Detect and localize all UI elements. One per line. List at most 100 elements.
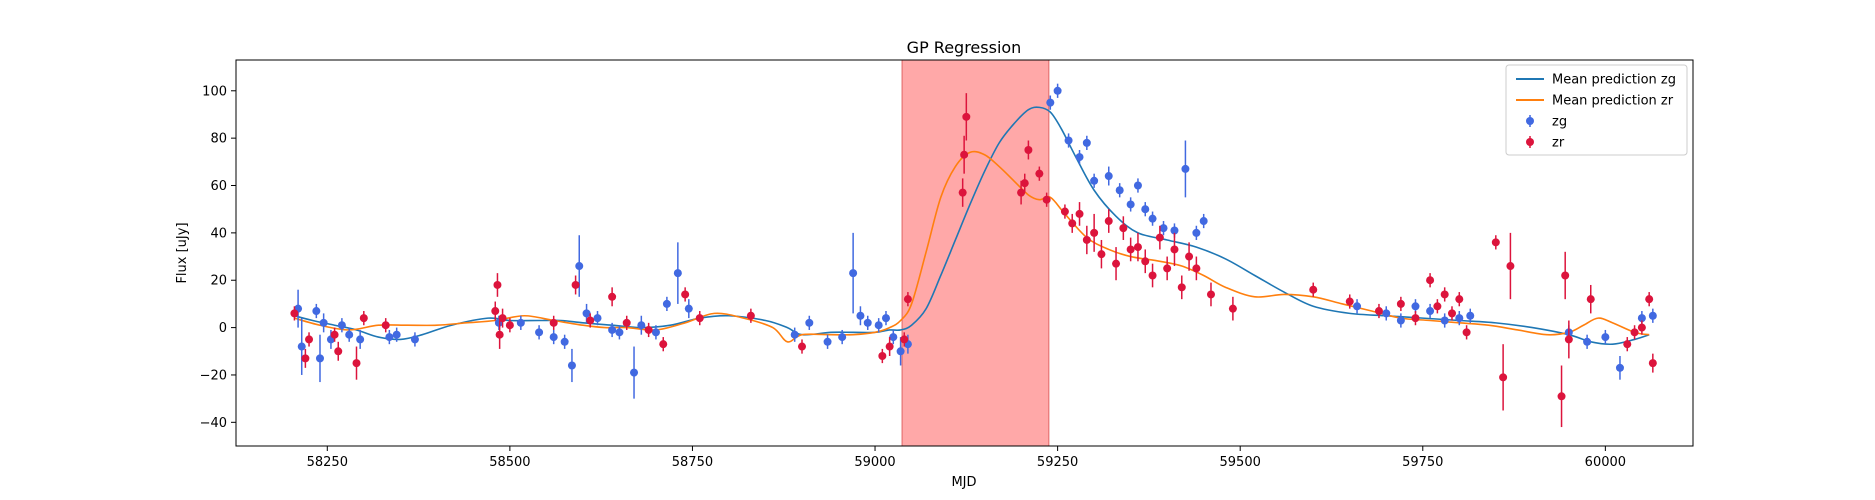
zg-marker — [1053, 86, 1062, 95]
highlight-span — [902, 60, 1049, 446]
zg-marker — [1064, 136, 1073, 145]
zg-point — [535, 325, 544, 340]
zg-marker — [1583, 337, 1592, 346]
zr-marker — [681, 290, 690, 299]
zr-point — [1433, 299, 1442, 314]
zr-marker — [498, 314, 507, 323]
zg-point — [637, 315, 646, 335]
zg-marker — [838, 333, 847, 342]
zg-marker — [1637, 314, 1646, 323]
zg-point — [1426, 303, 1435, 319]
zr-marker — [1090, 228, 1099, 237]
zr-point — [1126, 237, 1135, 262]
zg-point — [1396, 313, 1405, 328]
zr-point — [681, 287, 690, 302]
zg-point — [337, 318, 346, 333]
y-axis-ticks: −40 −20 0 20 40 60 80 100 — [200, 84, 236, 431]
zr-point — [878, 348, 887, 364]
zg-marker — [1104, 172, 1113, 181]
legend-entry-zg-line: Mean prediction zg — [1516, 73, 1676, 88]
highlight-span-layer — [901, 60, 1050, 446]
zg-marker — [535, 328, 544, 337]
zr-marker — [644, 325, 653, 334]
zg-marker — [651, 328, 660, 337]
zg-point — [1583, 334, 1592, 349]
zr-point — [1648, 353, 1657, 373]
zg-marker — [1126, 200, 1135, 209]
y-tick-label: 20 — [210, 274, 227, 289]
zr-point — [1586, 284, 1595, 314]
zg-marker — [575, 262, 584, 271]
legend-label: Mean prediction zg — [1552, 73, 1676, 88]
zg-marker — [684, 304, 693, 313]
zg-point — [312, 303, 321, 319]
zr-marker — [1020, 179, 1029, 188]
zr-marker — [1499, 373, 1508, 382]
zr-marker — [1462, 328, 1471, 337]
y-tick-label: 100 — [202, 84, 227, 99]
zg-marker — [637, 321, 646, 330]
zg-point — [630, 346, 639, 399]
zg-marker — [1181, 164, 1190, 173]
zg-point — [567, 348, 576, 383]
zr-marker — [495, 330, 504, 339]
zr-point — [1119, 216, 1128, 240]
zg-marker — [1466, 311, 1475, 320]
zg-marker — [516, 318, 525, 327]
zg-marker — [1192, 228, 1201, 237]
y-tick-label: 80 — [210, 132, 227, 147]
zg-marker — [1133, 181, 1142, 190]
zg-marker — [549, 333, 558, 342]
zg-marker — [805, 318, 814, 327]
zr-marker — [1623, 340, 1632, 349]
zr-point — [1455, 292, 1464, 307]
legend-label: zg — [1552, 115, 1567, 130]
zg-point — [549, 329, 558, 345]
zr-marker — [493, 280, 502, 289]
zr-marker — [1185, 252, 1194, 261]
zr-marker — [1561, 271, 1570, 280]
zr-marker — [958, 188, 967, 197]
zr-marker — [1309, 285, 1318, 294]
zr-marker — [885, 342, 894, 351]
x-axis-label: MJD — [951, 475, 976, 490]
zr-point — [1561, 251, 1570, 300]
zg-marker — [881, 314, 890, 323]
zg-marker — [662, 299, 671, 308]
zg-marker — [1648, 311, 1657, 320]
zr-marker — [1170, 245, 1179, 254]
zr-marker — [1447, 309, 1456, 318]
x-tick-label: 59250 — [1037, 455, 1078, 470]
plot-area-frame — [235, 59, 1694, 447]
zr-point — [1141, 249, 1150, 274]
zr-marker — [1035, 169, 1044, 178]
zr-marker — [608, 292, 617, 301]
legend: Mean prediction zg Mean prediction zr zg zr — [1505, 64, 1688, 156]
zr-point — [1637, 320, 1646, 335]
zr-marker — [1557, 392, 1566, 401]
zg-point — [315, 334, 324, 383]
zg-marker — [582, 309, 591, 318]
zr-point — [900, 332, 909, 347]
y-tick-label: −40 — [200, 416, 227, 431]
zr-point — [644, 322, 653, 338]
zg-marker — [315, 354, 324, 363]
chart-title: GP Regression — [907, 38, 1022, 57]
zr-marker — [622, 318, 631, 327]
zr-marker — [962, 112, 971, 121]
zr-marker — [1506, 262, 1515, 271]
zr-point — [608, 287, 617, 307]
zr-marker — [505, 321, 514, 330]
x-axis-ticks: 58250 58500 58750 59000 59250 59500 59750 60000 — [307, 446, 1626, 470]
zg-point — [1455, 311, 1464, 326]
zr-point — [1104, 209, 1113, 233]
zr-marker — [1082, 235, 1091, 244]
legend-label: Mean prediction zr — [1552, 94, 1674, 109]
zr-point — [505, 318, 514, 333]
zr-point — [334, 341, 343, 361]
y-tick-label: −20 — [200, 368, 227, 383]
zg-marker — [874, 321, 883, 330]
zr-marker — [1648, 359, 1657, 368]
zg-point — [319, 313, 328, 333]
zr-point — [1426, 273, 1435, 288]
